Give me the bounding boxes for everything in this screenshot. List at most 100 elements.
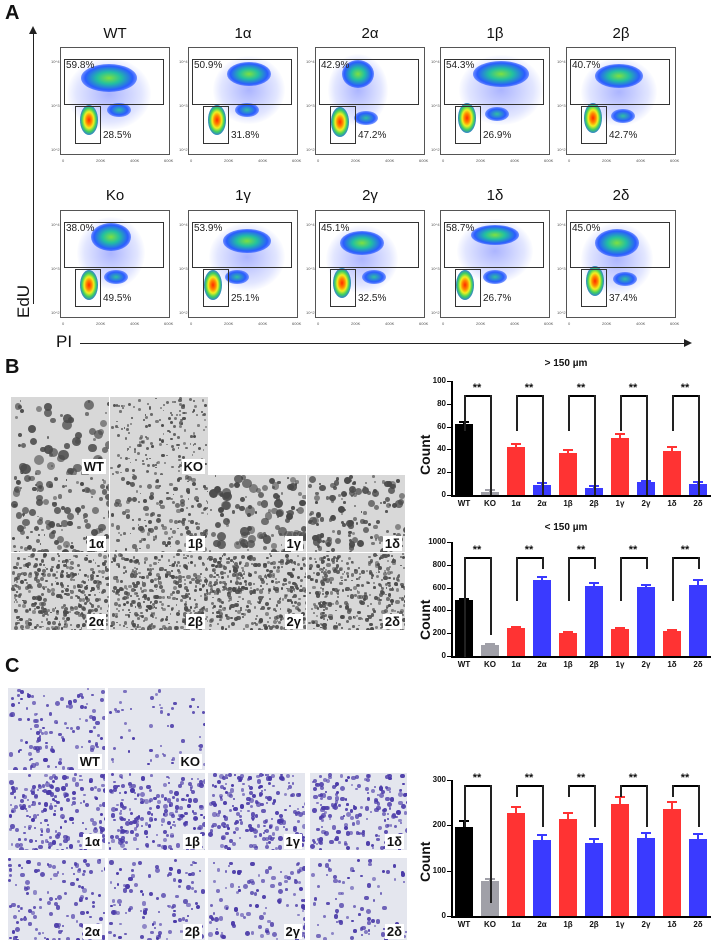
x-tick-label: 200K: [602, 158, 612, 163]
gate-g1-phase: [330, 106, 356, 144]
density-lower: [80, 270, 98, 300]
error-cap: [589, 838, 599, 841]
x-tick-label: 2δ: [693, 920, 703, 929]
panel-label-c: C: [5, 655, 20, 677]
significance-bracket: [672, 556, 700, 559]
y-tick-label: 10^4: [306, 222, 315, 227]
micrograph-image: 2α: [11, 553, 109, 630]
bar: [611, 628, 629, 656]
y-tick-mark: [447, 916, 451, 917]
bar: [559, 819, 577, 916]
bracket-leg-left: [516, 394, 518, 431]
y-tick-label: 10^4: [179, 59, 188, 64]
x-tick-label: 200K: [96, 158, 106, 163]
y-tick-label: 20: [437, 467, 446, 477]
flow-plot-title: 2γ: [362, 187, 378, 204]
significance-stars: **: [680, 771, 690, 784]
lower-percentage: 25.1%: [231, 293, 260, 304]
error-cap: [563, 630, 573, 633]
error-cap: [615, 433, 625, 436]
y-tick-label: 0: [441, 490, 446, 499]
x-tick-label: 1δ: [667, 920, 677, 929]
flow-plot: 50.9% 31.8%: [188, 47, 298, 155]
image-label: 2γ: [283, 924, 302, 939]
x-tick-label: 1α: [511, 499, 521, 508]
x-tick-label: 200K: [476, 158, 486, 163]
error-bar: [697, 579, 699, 586]
bar: [559, 632, 577, 656]
image-label: KO: [181, 459, 205, 474]
density-lower: [204, 270, 222, 300]
x-tick-label: 600K: [419, 321, 429, 326]
significance-bracket: [568, 394, 596, 397]
lower-percentage: 49.5%: [103, 293, 132, 304]
significance-stars: **: [472, 771, 482, 784]
y-tick-label: 100: [432, 376, 446, 385]
x-axis: [451, 495, 711, 497]
pi-axis-label: PI: [56, 332, 73, 351]
y-axis: [451, 542, 453, 656]
x-tick-label: KO: [484, 920, 496, 929]
significance-stars: **: [576, 771, 586, 784]
x-tick-label: 2α: [537, 920, 547, 929]
gate-g1-phase: [455, 269, 481, 307]
y-tick-label: 300: [432, 775, 446, 784]
micrograph-image: 2β: [110, 553, 208, 630]
bracket-leg-left: [568, 556, 570, 601]
upper-percentage: 53.9%: [194, 223, 223, 234]
y-tick-mark: [447, 780, 451, 781]
lower-percentage: 26.9%: [483, 130, 512, 141]
x-axis: [451, 656, 711, 658]
error-cap: [511, 805, 521, 808]
bracket-leg-right: [490, 394, 492, 495]
significance-stars: **: [524, 381, 534, 394]
micrograph-image: 1α: [8, 773, 105, 850]
density-lower: [208, 105, 226, 135]
micrograph-image: 1δ: [307, 475, 405, 552]
edu-axis-label: EdU: [14, 284, 33, 318]
lower-percentage: 32.5%: [358, 293, 387, 304]
density-upper: [91, 223, 131, 251]
y-tick-label: 10^2: [557, 310, 566, 315]
density-lower: [456, 270, 474, 300]
edu-axis-arrow-icon: [29, 26, 37, 34]
x-tick-label: 600K: [670, 321, 680, 326]
image-label: WT: [77, 754, 102, 769]
x-tick-label: 600K: [164, 321, 174, 326]
bracket-leg-left: [568, 394, 570, 431]
flow-plot-title: 1γ: [235, 187, 251, 204]
significance-stars: **: [628, 381, 638, 394]
significance-bracket: [620, 556, 648, 559]
flow-plot: 58.7% 26.7%: [440, 210, 550, 318]
gate-g1-phase: [581, 269, 607, 307]
flow-plot-title: 1δ: [486, 187, 504, 204]
image-label: 2β: [182, 924, 202, 939]
bracket-leg-left: [568, 784, 570, 797]
significance-bracket: [568, 556, 596, 559]
x-tick-label: 200K: [96, 321, 106, 326]
micrograph-image: WT: [11, 397, 109, 475]
y-tick-mark: [447, 587, 451, 589]
gate-g1-phase: [581, 106, 607, 144]
y-tick-mark: [447, 472, 451, 474]
significance-stars: **: [576, 381, 586, 394]
y-tick-mark: [447, 564, 451, 566]
x-tick-label: 1γ: [615, 920, 625, 929]
bracket-leg-right: [646, 784, 648, 827]
error-bar: [671, 445, 673, 451]
image-label: 1α: [82, 834, 102, 849]
x-tick-label: 0: [190, 158, 193, 163]
error-cap: [537, 833, 547, 836]
y-tick-label: 10^2: [179, 147, 188, 152]
x-tick-label: 2γ: [641, 499, 651, 508]
density-mid: [485, 107, 509, 121]
error-cap: [485, 643, 495, 646]
flow-plot-title: 2α: [361, 25, 379, 42]
y-tick-label: 10^2: [51, 147, 60, 152]
pi-axis-arrow-icon: [684, 339, 692, 347]
bracket-leg-right: [542, 784, 544, 827]
error-bar: [697, 833, 699, 840]
x-tick-label: 400K: [636, 321, 646, 326]
significance-bracket: [464, 394, 492, 397]
bar: [507, 447, 525, 495]
